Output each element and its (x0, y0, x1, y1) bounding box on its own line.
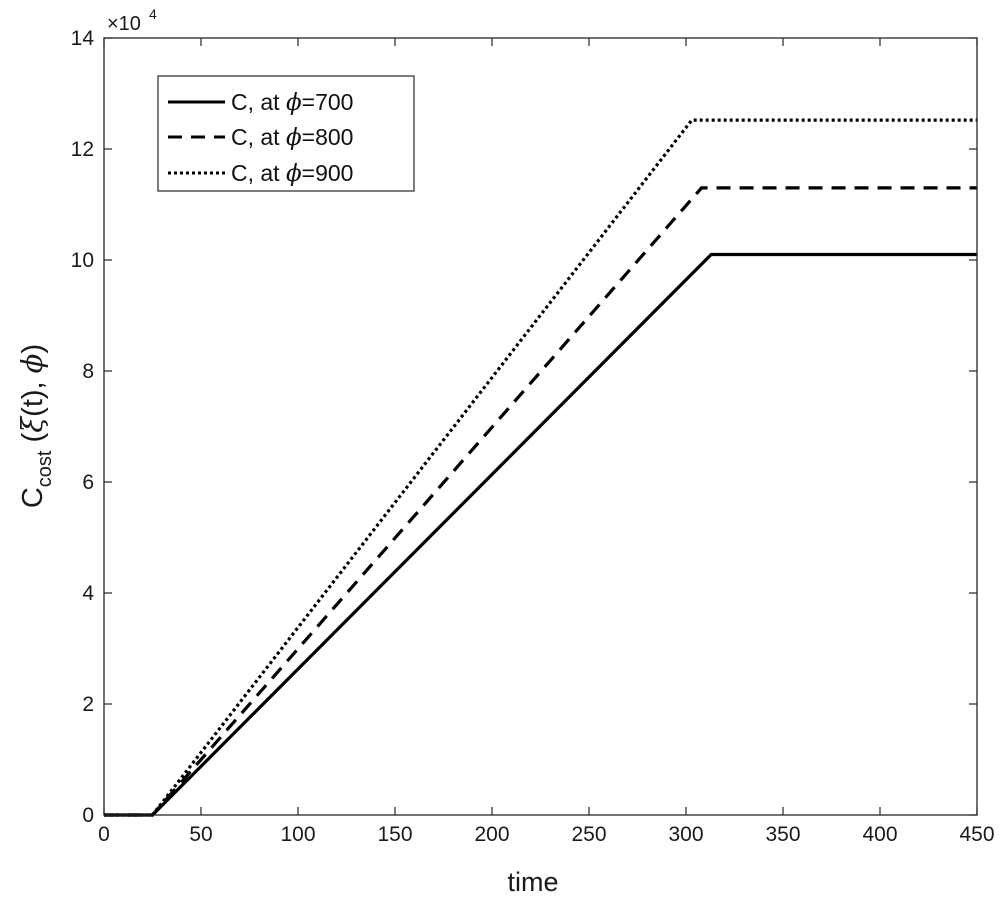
x-tick-label: 0 (98, 823, 110, 846)
x-tick-label: 50 (189, 823, 212, 846)
y-tick-label: 10 (71, 249, 94, 272)
y-axis-title-open: ( (17, 432, 49, 450)
y-tick-label: 14 (71, 27, 95, 50)
x-tick-label: 400 (862, 823, 897, 846)
y-tick-label: 6 (82, 471, 94, 494)
x-tick-label: 300 (668, 823, 703, 846)
y-tick-label: 0 (82, 804, 94, 827)
y-multiplier: ×10 4 (107, 6, 157, 35)
axis-ticks: 0 50 100 150 200 250 300 350 400 450 0 2 4 6 8 10 12 14 (71, 27, 995, 846)
y-axis-title-subscript: cost (34, 450, 56, 487)
legend: C, at ϕ=700 C, at ϕ=800 C, at ϕ=900 (157, 75, 415, 192)
y-axis-title-phi: ϕ (15, 353, 49, 373)
x-tick-label: 150 (377, 823, 412, 846)
x-tick-label: 350 (765, 823, 800, 846)
axes-box (103, 37, 978, 816)
x-axis-title: time (507, 867, 558, 897)
x-tick-label: 450 (959, 823, 994, 846)
y-axis-title-xi: ξ (15, 415, 49, 433)
y-tick-label: 2 (82, 693, 94, 716)
x-tick-label: 100 (280, 823, 315, 846)
y-axis-title-close: ) (17, 344, 49, 354)
y-tick-label: 8 (82, 360, 94, 383)
y-tick-label: 4 (82, 582, 94, 605)
legend-label-700: C, at ϕ=700 (231, 89, 353, 116)
x-tick-label: 250 (571, 823, 606, 846)
legend-label-800: C, at ϕ=800 (231, 124, 353, 151)
x-tick-label: 200 (474, 823, 509, 846)
y-axis-title: Ccost (ξ(t), ϕ) (15, 344, 56, 508)
y-tick-label: 12 (71, 138, 94, 161)
y-multiplier-base: ×10 (107, 13, 141, 35)
legend-label-900: C, at ϕ=900 (231, 160, 353, 187)
y-multiplier-exponent: 4 (149, 6, 157, 22)
y-axis-title-main: C (17, 487, 49, 508)
y-axis-title-mid: (t), (17, 373, 49, 417)
